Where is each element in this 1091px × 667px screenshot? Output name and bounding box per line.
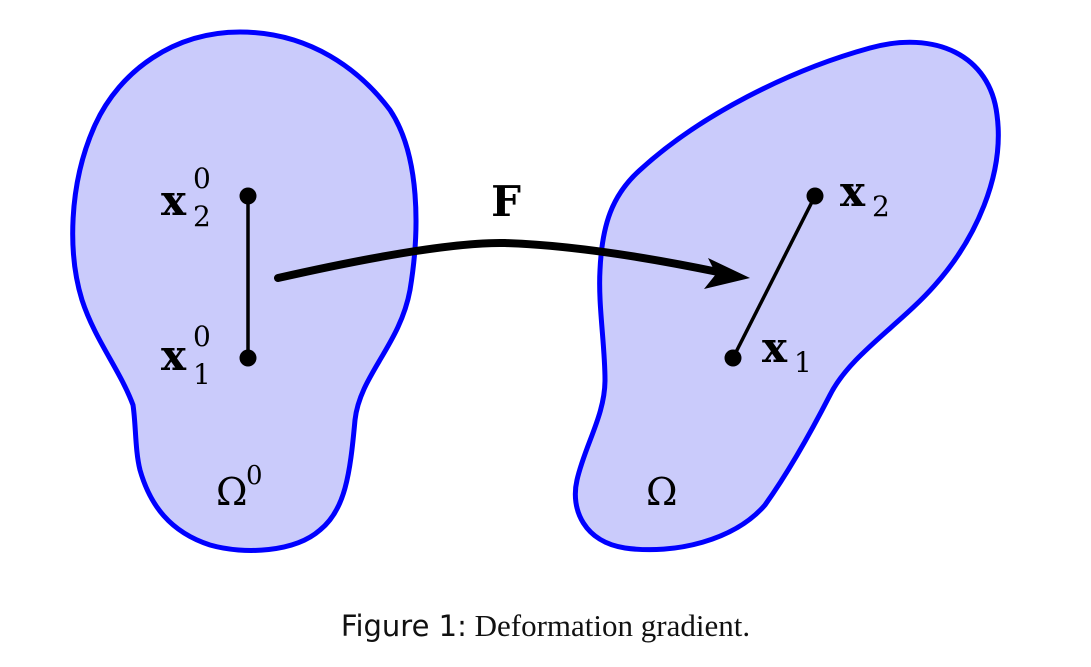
label-base: x: [840, 167, 866, 216]
label-base: x: [161, 331, 187, 380]
current-point-x1: [724, 349, 742, 367]
reference-point-x1: [239, 349, 257, 367]
omega-superscript: 0: [246, 461, 263, 491]
reference-region-shape: [70, 29, 419, 553]
caption-text: Deformation gradient.: [474, 608, 751, 643]
current-point-x2-label: x 2: [840, 167, 890, 223]
label-subscript: 1: [193, 358, 211, 391]
label-subscript: 2: [872, 190, 890, 223]
reference-point-x1-label: x 0 1: [161, 320, 211, 391]
mapping-arrow: [274, 238, 722, 282]
current-segment: [731, 195, 817, 359]
mapping-arrowhead: [704, 258, 750, 289]
caption-label: Figure 1:: [340, 609, 467, 643]
label-base: x: [762, 323, 788, 372]
current-point-x1-label: x 1: [762, 323, 812, 379]
reference-point-x2: [239, 187, 257, 205]
reference-region-label: Ω 0: [216, 461, 263, 514]
label-subscript: 1: [794, 346, 812, 379]
current-region-label: Ω: [646, 470, 678, 514]
label-subscript: 2: [193, 200, 211, 233]
current-point-x2: [806, 187, 824, 205]
reference-point-x2-label: x 0 2: [161, 162, 211, 233]
label-superscript: 0: [193, 162, 211, 195]
current-region-shape: [572, 39, 1001, 553]
mapping-label: F: [491, 177, 521, 226]
omega-symbol: Ω: [216, 470, 248, 514]
figure-caption: Figure 1: Deformation gradient.: [0, 606, 1091, 646]
label-superscript: 0: [193, 320, 211, 353]
label-base: x: [161, 176, 187, 225]
